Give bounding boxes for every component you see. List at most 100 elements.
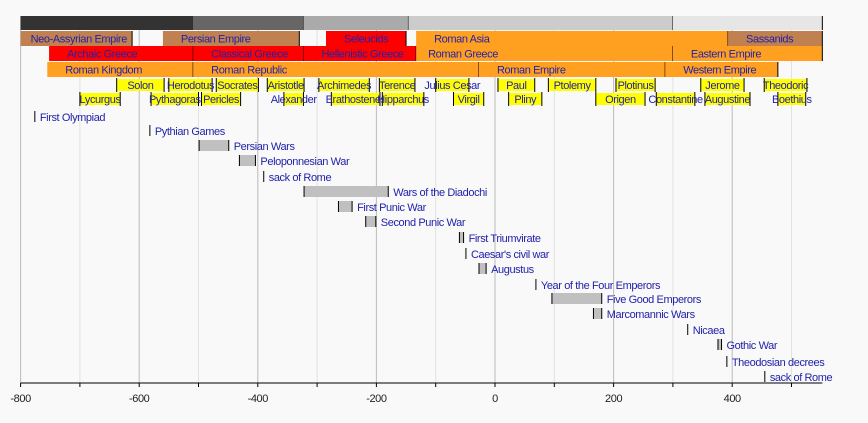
person-bar xyxy=(379,79,415,91)
person-label: Boethius xyxy=(772,94,813,106)
event-label: Caesar's civil war xyxy=(471,249,550,261)
person-label: Julius Cesar xyxy=(424,80,480,92)
event-label: sack of Rome xyxy=(269,172,332,184)
person-bar xyxy=(267,79,305,91)
region-bands: Neo-Assyrian Empire Persian Empire Seleuci… xyxy=(20,31,823,77)
band-bar xyxy=(665,62,778,77)
person-bar xyxy=(331,93,380,105)
person-label: Solon xyxy=(127,80,153,92)
person-bar xyxy=(764,79,807,91)
era-bar xyxy=(303,16,409,30)
event-bar xyxy=(478,263,487,274)
person-label: Augustine xyxy=(705,94,751,106)
person-bar xyxy=(318,79,370,91)
era-bar xyxy=(20,16,193,30)
era-bars xyxy=(20,16,823,30)
event-bars: First Olympiad Pythian Games Persian Wars P… xyxy=(34,111,833,384)
band-label: Roman Empire xyxy=(497,65,566,77)
band-label: Seleucids xyxy=(344,34,389,46)
x-axis: -800 -600 -400 -200 0 200 400 xyxy=(10,382,823,405)
event-label: sack of Rome xyxy=(770,372,833,384)
axis-tick-label: 200 xyxy=(605,393,622,405)
event-bar xyxy=(338,201,353,212)
band-bar xyxy=(193,46,304,61)
band-bar xyxy=(47,62,194,77)
person-bar xyxy=(283,93,304,105)
event-bar xyxy=(551,293,602,304)
event-label: First Triumvirate xyxy=(469,233,541,245)
event-bar xyxy=(239,155,256,166)
band-bar xyxy=(303,46,417,61)
person-label: Plotinus xyxy=(618,80,655,92)
event-bar xyxy=(593,308,602,319)
person-label: Virgil xyxy=(458,94,480,106)
era-bar xyxy=(408,16,673,30)
person-label: Theodoric xyxy=(763,80,809,92)
person-label: Socrates xyxy=(217,80,258,92)
band-bar xyxy=(728,31,823,46)
person-bar xyxy=(704,93,750,105)
event-label: Pythian Games xyxy=(155,126,226,138)
band-label: Persian Empire xyxy=(181,34,251,46)
band-bar xyxy=(20,31,133,46)
band-bar xyxy=(416,31,729,46)
person-label: Lycurgus xyxy=(80,94,122,106)
person-bar xyxy=(216,79,259,91)
event-label: Theodosian decrees xyxy=(732,357,825,369)
axis-tick-label: 0 xyxy=(492,393,498,405)
person-label: Hipparchus xyxy=(377,94,430,106)
band-bar xyxy=(193,62,479,77)
band-label: Western Empire xyxy=(683,65,756,77)
person-label: Terence xyxy=(379,80,416,92)
person-bar xyxy=(435,79,469,91)
event-label: Marcomannic Wars xyxy=(607,309,696,321)
event-label: Nicaea xyxy=(693,325,726,337)
person-bar xyxy=(777,93,806,105)
person-label: Pythagoras xyxy=(149,94,202,106)
person-bar xyxy=(201,93,241,105)
person-bar xyxy=(700,79,745,91)
person-label: Ptolemy xyxy=(554,80,592,92)
band-label: Sassanids xyxy=(746,34,794,46)
band-bar xyxy=(672,46,823,61)
axis-tick-label: -200 xyxy=(366,393,387,405)
band-label: Archaic Greece xyxy=(67,49,137,61)
person-label: Pericles xyxy=(203,94,240,106)
event-bar xyxy=(199,140,229,151)
person-label: Constantine xyxy=(648,94,703,106)
person-label: Erathostenes xyxy=(326,94,387,106)
band-label: Classical Greece xyxy=(211,49,288,61)
event-bar xyxy=(717,339,722,350)
person-label: Pliny xyxy=(514,94,537,106)
person-bar xyxy=(116,79,165,91)
gridlines xyxy=(20,16,792,383)
person-label: Alexander xyxy=(271,94,318,106)
people-bars: Solon Herodotus Socrates Aristotle Archimede… xyxy=(79,78,813,106)
event-label: Persian Wars xyxy=(234,141,296,153)
band-label: Neo-Assyrian Empire xyxy=(31,34,128,46)
person-bar xyxy=(79,93,121,105)
band-label: Roman Asia xyxy=(434,34,491,46)
event-bar xyxy=(459,232,464,243)
axis-tick-label: -600 xyxy=(129,393,150,405)
band-label: Hellenistic Greece xyxy=(321,49,403,61)
band-label: Roman Republic xyxy=(211,65,288,77)
event-bar xyxy=(365,216,376,227)
axis-tick-label: -800 xyxy=(10,393,31,405)
event-label: Year of the Four Emperors xyxy=(541,280,661,292)
person-bar xyxy=(497,79,535,91)
axis-tick-label: 400 xyxy=(724,393,741,405)
person-bar xyxy=(382,93,424,105)
person-label: Jerome xyxy=(705,80,740,92)
event-label: First Olympiad xyxy=(40,112,106,124)
band-bar xyxy=(49,46,194,61)
band-bar xyxy=(162,31,300,46)
person-label: Paul xyxy=(506,80,526,92)
band-bar xyxy=(416,46,673,61)
axis-tick-label: -400 xyxy=(248,393,269,405)
event-label: First Punic War xyxy=(357,202,427,214)
person-label: Archimedes xyxy=(317,80,372,92)
person-bar xyxy=(168,79,213,91)
person-bar xyxy=(548,79,596,91)
